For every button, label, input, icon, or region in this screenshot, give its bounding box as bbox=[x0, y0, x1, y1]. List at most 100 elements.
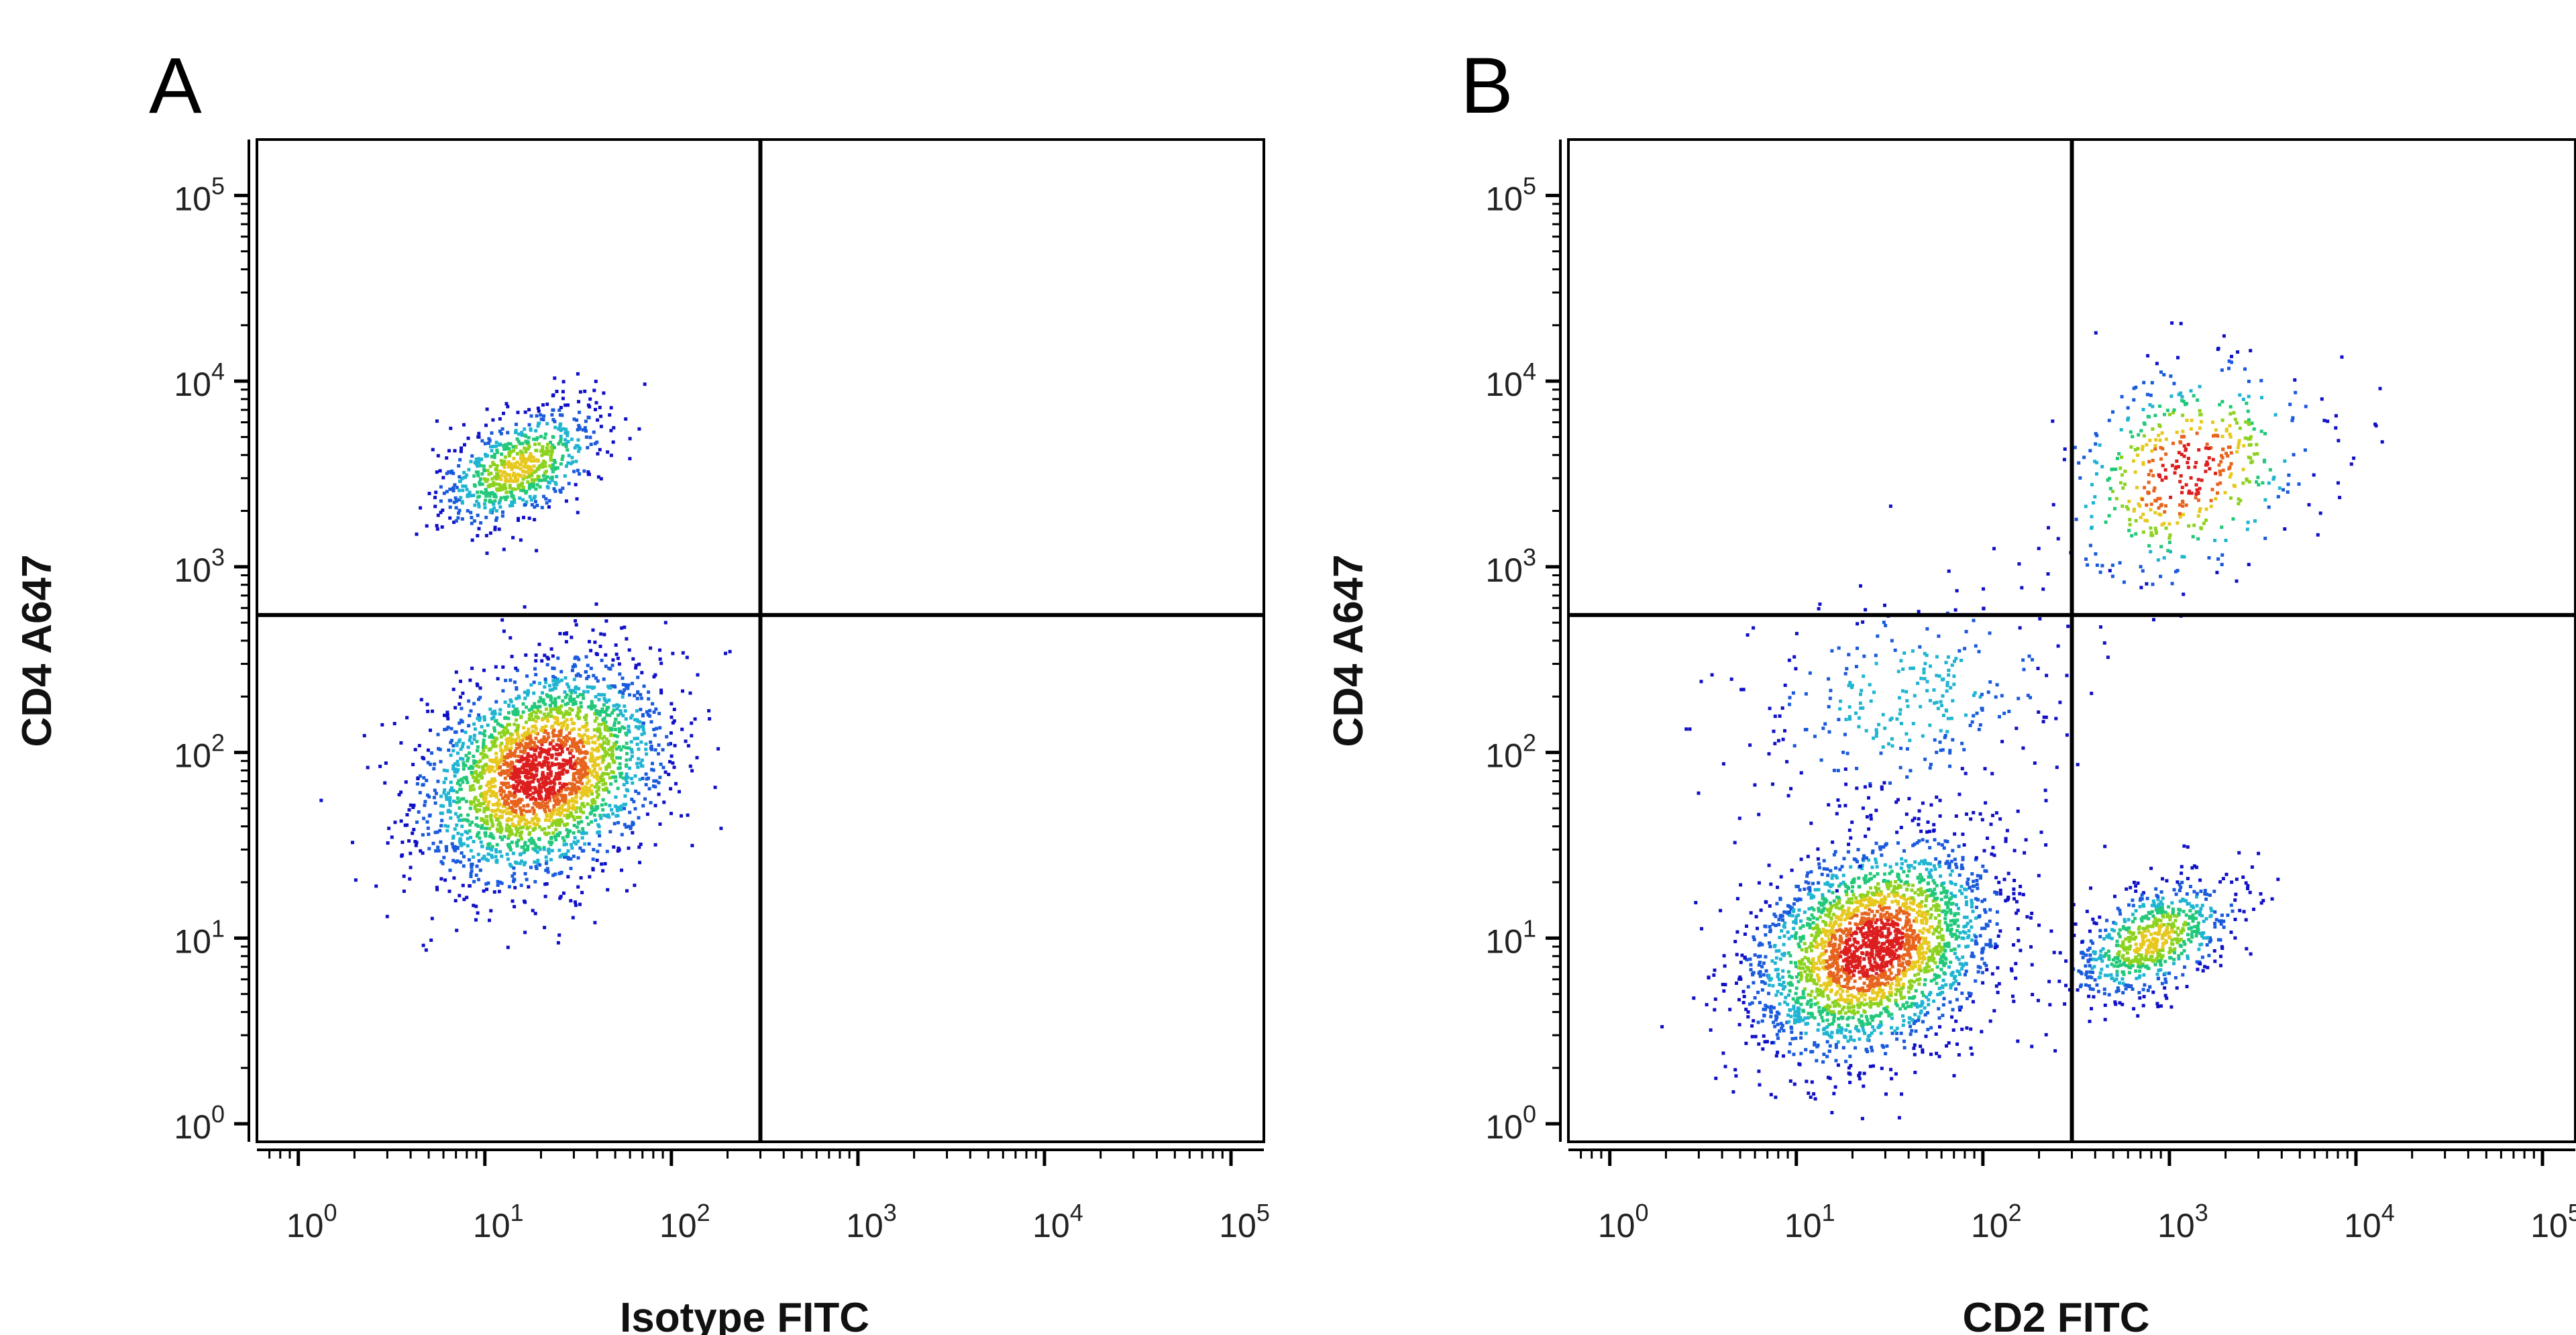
scatter-point bbox=[1865, 1002, 1869, 1006]
scatter-point bbox=[546, 719, 550, 723]
scatter-point bbox=[593, 785, 597, 789]
scatter-point bbox=[587, 741, 591, 745]
scatter-point bbox=[1844, 782, 1848, 786]
scatter-point bbox=[1963, 973, 1967, 977]
scatter-point bbox=[415, 820, 419, 824]
scatter-point bbox=[583, 733, 587, 737]
scatter-point bbox=[596, 788, 600, 792]
scatter-point bbox=[1839, 996, 1843, 1000]
scatter-point bbox=[597, 692, 601, 696]
scatter-point bbox=[453, 496, 458, 500]
scatter-point bbox=[498, 765, 502, 769]
scatter-point bbox=[539, 698, 543, 702]
scatter-point bbox=[543, 882, 547, 886]
scatter-point bbox=[536, 407, 540, 411]
scatter-point bbox=[512, 866, 516, 870]
scatter-point bbox=[586, 822, 590, 826]
scatter-point bbox=[610, 684, 614, 688]
scatter-point bbox=[505, 743, 509, 747]
scatter-point bbox=[574, 685, 578, 689]
scatter-point bbox=[479, 840, 483, 844]
scatter-point bbox=[1781, 918, 1784, 922]
scatter-point bbox=[504, 443, 507, 447]
scatter-point bbox=[554, 838, 558, 842]
scatter-point bbox=[1911, 961, 1915, 965]
scatter-point bbox=[1810, 933, 1814, 937]
scatter-point bbox=[547, 825, 551, 829]
scatter-point bbox=[1900, 935, 1904, 939]
scatter-point bbox=[606, 888, 610, 892]
scatter-point bbox=[586, 685, 590, 689]
scatter-point bbox=[1874, 920, 1878, 924]
scatter-point bbox=[592, 674, 596, 678]
scatter-point bbox=[708, 717, 712, 720]
scatter-point bbox=[585, 816, 589, 820]
scatter-point bbox=[562, 822, 566, 826]
scatter-point bbox=[492, 769, 496, 773]
scatter-point bbox=[1886, 1010, 1890, 1014]
scatter-point bbox=[621, 714, 625, 718]
scatter-point bbox=[484, 498, 487, 502]
scatter-point bbox=[481, 768, 485, 772]
scatter-point bbox=[559, 670, 564, 674]
scatter-point bbox=[571, 689, 575, 693]
scatter-point bbox=[1794, 914, 1799, 918]
scatter-point bbox=[604, 751, 608, 755]
scatter-point bbox=[460, 476, 464, 480]
scatter-point bbox=[1913, 919, 1916, 923]
scatter-point bbox=[1911, 884, 1915, 888]
scatter-point bbox=[1933, 838, 1937, 842]
scatter-point bbox=[1850, 970, 1854, 974]
scatter-point bbox=[1834, 906, 1838, 910]
scatter-point bbox=[1869, 817, 1873, 821]
scatter-point bbox=[447, 808, 451, 812]
scatter-point bbox=[500, 882, 504, 886]
scatter-point bbox=[1950, 1015, 1953, 1019]
scatter-point bbox=[629, 740, 633, 744]
scatter-point bbox=[1844, 890, 1848, 894]
scatter-point bbox=[1841, 873, 1845, 877]
scatter-point bbox=[1902, 1019, 1906, 1022]
scatter-point bbox=[492, 794, 496, 798]
scatter-point bbox=[1998, 892, 2002, 896]
scatter-point bbox=[498, 759, 502, 763]
scatter-point bbox=[549, 476, 553, 480]
scatter-point bbox=[690, 843, 694, 847]
scatter-point bbox=[545, 501, 549, 505]
scatter-point bbox=[1947, 865, 1951, 869]
scatter-point bbox=[594, 695, 598, 699]
scatter-point bbox=[654, 779, 658, 783]
scatter-point bbox=[537, 468, 541, 471]
scatter-point bbox=[561, 891, 566, 895]
scatter-point bbox=[553, 835, 557, 839]
scatter-point bbox=[649, 801, 653, 804]
scatter-point bbox=[547, 766, 551, 770]
scatter-point bbox=[459, 860, 463, 864]
scatter-point bbox=[1873, 960, 1877, 964]
scatter-point bbox=[1788, 983, 1792, 987]
scatter-point bbox=[1938, 798, 1942, 802]
scatter-point bbox=[1983, 898, 1987, 902]
scatter-point bbox=[498, 802, 502, 806]
scatter-point bbox=[1976, 873, 1980, 877]
scatter-point bbox=[506, 405, 510, 409]
scatter-point bbox=[1904, 969, 1908, 973]
scatter-point bbox=[1917, 954, 1921, 958]
scatter-point bbox=[631, 682, 634, 686]
scatter-point bbox=[1917, 982, 1921, 986]
scatter-point bbox=[458, 738, 462, 742]
scatter-point bbox=[526, 786, 530, 790]
scatter-point bbox=[525, 734, 529, 738]
scatter-point bbox=[598, 710, 602, 714]
scatter-point bbox=[520, 831, 524, 834]
scatter-point bbox=[592, 769, 596, 773]
scatter-point bbox=[502, 809, 506, 813]
scatter-point bbox=[525, 476, 529, 480]
scatter-point bbox=[541, 773, 545, 777]
scatter-point bbox=[506, 857, 510, 861]
scatter-point bbox=[2044, 798, 2048, 802]
scatter-point bbox=[449, 788, 452, 792]
scatter-point bbox=[544, 855, 548, 859]
scatter-point bbox=[1828, 883, 1831, 887]
scatter-point bbox=[1803, 987, 1807, 991]
